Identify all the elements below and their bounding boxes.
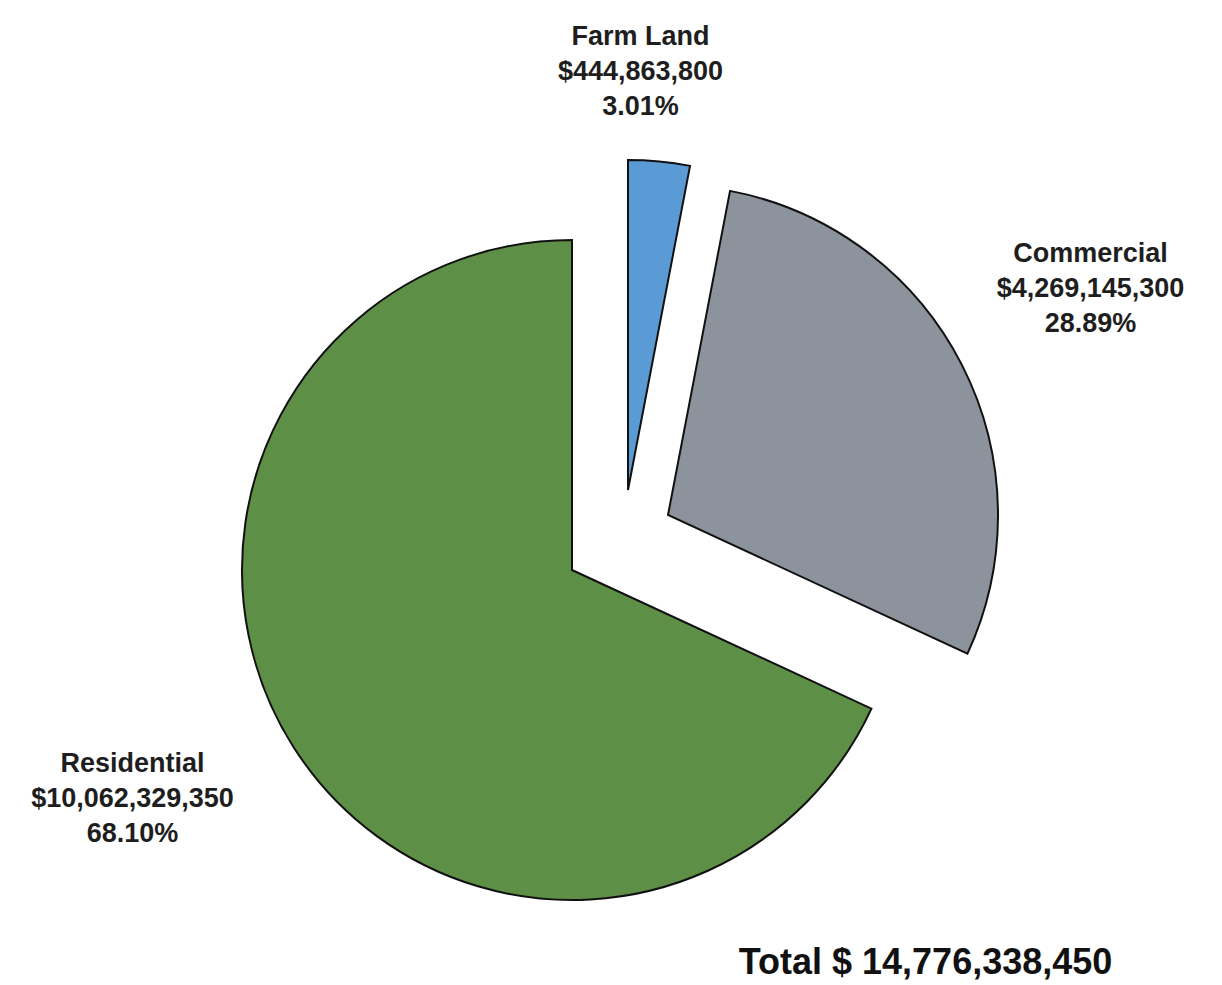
svg-text:Residential$10,062,329,35068.1: Residential$10,062,329,35068.10% (31, 748, 234, 848)
svg-text:Commercial$4,269,145,30028.89%: Commercial$4,269,145,30028.89% (997, 238, 1185, 338)
svg-text:Total $ 14,776,338,450: Total $ 14,776,338,450 (739, 941, 1113, 982)
svg-text:Farm Land$444,863,8003.01%: Farm Land$444,863,8003.01% (558, 21, 723, 121)
